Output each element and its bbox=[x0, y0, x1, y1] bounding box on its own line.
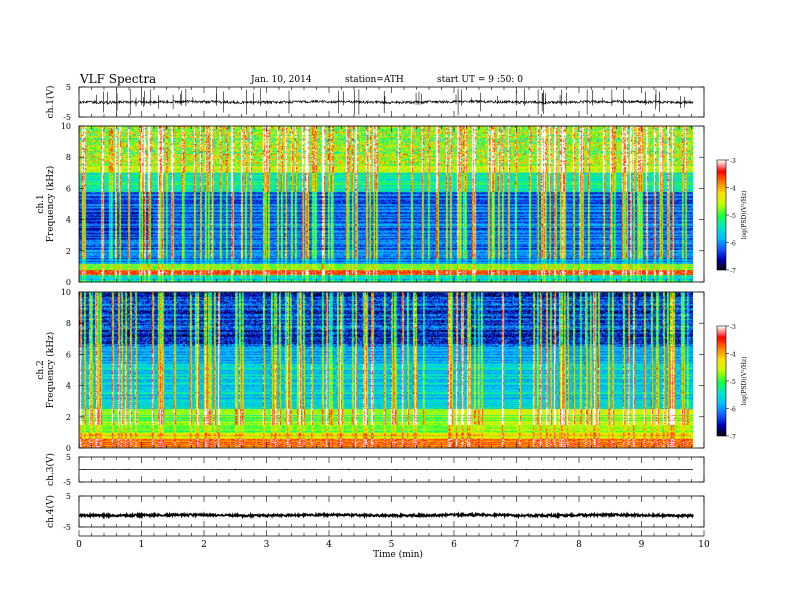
ch1_spec-ytick-label: 4 bbox=[66, 216, 71, 225]
ch2_spec-ylabel-channel: ch.2 bbox=[36, 360, 46, 379]
x-axis-label: Time (min) bbox=[373, 549, 423, 560]
ch4-waveform-panel: 5 -5 ch.4(V) bbox=[45, 492, 705, 532]
ch1_v-ytick-label: 5 bbox=[66, 83, 71, 92]
ch3-waveform-panel: 5 -5 ch.3(V) bbox=[45, 453, 705, 487]
time-axis-tick-label: 5 bbox=[389, 540, 395, 550]
time-axis-tick-label: 10 bbox=[698, 540, 710, 550]
colorbar-gradient bbox=[717, 326, 726, 436]
ch1_spec-ytick-label: 6 bbox=[66, 184, 71, 193]
ch1-spectrogram-panel: 0 2 4 6 8 10 Frequency (kHz)ch.1 bbox=[36, 122, 705, 287]
ch3_v-ylabel: ch.3(V) bbox=[45, 453, 56, 486]
time-axis-tick-label: 2 bbox=[201, 540, 207, 550]
time-axis-tick-label: 7 bbox=[514, 540, 520, 550]
figure-title: VLF Spectra bbox=[79, 72, 156, 86]
colorbar-tick-label: -7 bbox=[730, 434, 736, 441]
ch2_spec-ytick-label: 4 bbox=[66, 382, 71, 391]
ch2_spec-ylabel: Frequency (kHz) bbox=[45, 332, 56, 409]
time-axis-tick-label: 6 bbox=[451, 540, 457, 550]
start-time-label: start UT = 9 :50: 0 bbox=[437, 75, 523, 85]
colorbar-label: log(PSD)(V²/Hz) bbox=[741, 357, 748, 406]
ch2_spec-ytick-label: 10 bbox=[61, 288, 71, 297]
ch2_spec-ytick-label: 6 bbox=[66, 350, 71, 359]
colorbar-tick-label: -3 bbox=[730, 324, 736, 331]
ch1_spec-ytick-label: 2 bbox=[66, 247, 71, 256]
time-axis: 0 1 2 3 4 5 6 7 8 9 10 bbox=[76, 530, 710, 550]
colorbar-tick-label: -4 bbox=[730, 352, 736, 359]
station-label: station=ATH bbox=[345, 75, 404, 85]
ch1_v-ytick-label: -5 bbox=[63, 113, 71, 122]
ch4_v-ytick-label: 5 bbox=[66, 492, 71, 501]
ch2_spec-ytick-label: 2 bbox=[66, 413, 71, 422]
ch4_v-trace bbox=[78, 511, 694, 520]
time-axis-tick-label: 1 bbox=[139, 540, 145, 550]
ch1_spec-ytick-label: 8 bbox=[66, 153, 71, 162]
date-label: Jan. 10, 2014 bbox=[250, 75, 312, 85]
ch2-spectrogram-panel: 0 2 4 6 8 10 Frequency (kHz)ch.2 bbox=[36, 288, 705, 453]
ch1_v-trace bbox=[78, 99, 694, 105]
ch2_spec-ytick-label: 8 bbox=[66, 319, 71, 328]
ch3_v-ytick-label: 5 bbox=[66, 453, 71, 462]
time-axis-tick-label: 4 bbox=[326, 540, 332, 550]
colorbar-label: log(PSD)(V²/Hz) bbox=[741, 191, 748, 240]
ch4_v-ylabel: ch.4(V) bbox=[45, 495, 56, 528]
colorbar-tick-label: -7 bbox=[730, 268, 736, 275]
colorbar-gradient bbox=[717, 160, 726, 270]
ch1_spec-ytick-label: 0 bbox=[66, 278, 71, 287]
ch1-waveform-panel: 5 -5 ch.1(V) bbox=[45, 83, 705, 122]
colorbar-tick-label: -4 bbox=[730, 186, 736, 193]
time-axis-tick-label: 8 bbox=[576, 540, 582, 550]
colorbar-tick-label: -3 bbox=[730, 158, 736, 165]
ch1_spec-ylabel-channel: ch.1 bbox=[36, 194, 46, 213]
ch4_v-ytick-label: -5 bbox=[63, 523, 71, 532]
time-axis-tick-label: 0 bbox=[76, 540, 82, 550]
colorbar-ch1: -3 -4 -5 -6 -7 log(PSD)(V²/Hz) bbox=[716, 158, 748, 275]
ch1_spec-heatmap bbox=[79, 126, 693, 282]
time-axis-tick-label: 9 bbox=[639, 540, 645, 550]
ch1_v-ylabel: ch.1(V) bbox=[45, 86, 56, 119]
ch1_spec-ylabel: Frequency (kHz) bbox=[45, 166, 56, 243]
ch2_spec-ytick-label: 0 bbox=[66, 444, 71, 453]
ch1_spec-ytick-label: 10 bbox=[61, 122, 71, 131]
ch2_spec-heatmap bbox=[79, 292, 693, 448]
ch3_v-ytick-label: -5 bbox=[63, 478, 71, 487]
colorbar-ch2: -3 -4 -5 -6 -7 log(PSD)(V²/Hz) bbox=[716, 324, 748, 441]
colorbar-tick-label: -6 bbox=[730, 407, 736, 414]
colorbar-tick-label: -5 bbox=[730, 213, 736, 220]
colorbar-tick-label: -6 bbox=[730, 241, 736, 248]
time-axis-tick-label: 3 bbox=[264, 540, 270, 550]
colorbar-tick-label: -5 bbox=[730, 379, 736, 386]
